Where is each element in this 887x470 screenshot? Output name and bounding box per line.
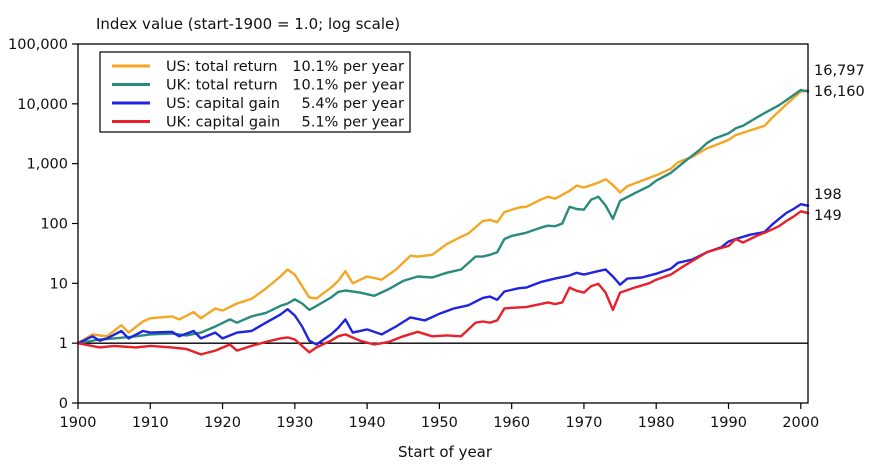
legend-series-name: UK: total return: [166, 78, 278, 94]
series-line-uk-capital-gain: [76, 210, 810, 356]
legend-series-name: US: total return: [166, 59, 277, 75]
plot-frame: [77, 43, 809, 404]
y-tick-label: 1,000: [26, 157, 68, 173]
y-tick-label: 0: [59, 396, 68, 412]
x-tick-label: 1990: [710, 415, 747, 431]
y-tick-label: 1: [59, 336, 68, 352]
x-tick-label: 1900: [60, 415, 97, 431]
x-tick-label: 1960: [493, 415, 530, 431]
legend-series-rate: 10.1% per year: [292, 78, 404, 94]
end-value-label: 16,797: [814, 63, 865, 79]
x-axis: 1900 1910 1920 1930 1940 1950 1960 1970 1980 1990…: [60, 403, 819, 431]
end-value-label: 16,160: [814, 84, 865, 100]
y-tick-label: 100: [40, 217, 68, 233]
chart-title: Index value (start-1900 = 1.0; log scale…: [96, 15, 400, 33]
legend-series-name: US: capital gain: [166, 96, 280, 112]
legend-box: [99, 51, 411, 133]
x-tick-label: 1940: [349, 415, 386, 431]
end-labels: 16,797 16,160 198 149: [814, 63, 865, 224]
legend: US: total return 10.1% per year UK: total …: [99, 51, 411, 133]
series-line-uk-total-return: [76, 88, 810, 345]
legend-series-rate: 10.1% per year: [292, 59, 404, 75]
x-tick-label: 1970: [565, 415, 602, 431]
y-tick-label: 100,000: [8, 37, 68, 53]
end-value-label: 198: [814, 187, 842, 203]
x-tick-label: 1930: [276, 415, 313, 431]
x-tick-label: 1920: [204, 415, 241, 431]
x-axis-label: Start of year: [398, 443, 493, 461]
legend-series-rate: 5.4% per year: [302, 96, 405, 112]
x-tick-label: 1950: [421, 415, 458, 431]
x-tick-label: 1980: [638, 415, 675, 431]
series-line-us-total-return: [76, 89, 810, 345]
y-tick-label: 10,000: [17, 97, 68, 113]
x-tick-label: 2000: [782, 415, 819, 431]
legend-series-rate: 5.1% per year: [302, 115, 405, 131]
y-tick-label: 10: [50, 276, 68, 292]
legend-series-name: UK: capital gain: [166, 115, 280, 131]
x-tick-label: 1910: [132, 415, 169, 431]
series-group: [76, 88, 810, 356]
end-value-label: 149: [814, 208, 842, 224]
